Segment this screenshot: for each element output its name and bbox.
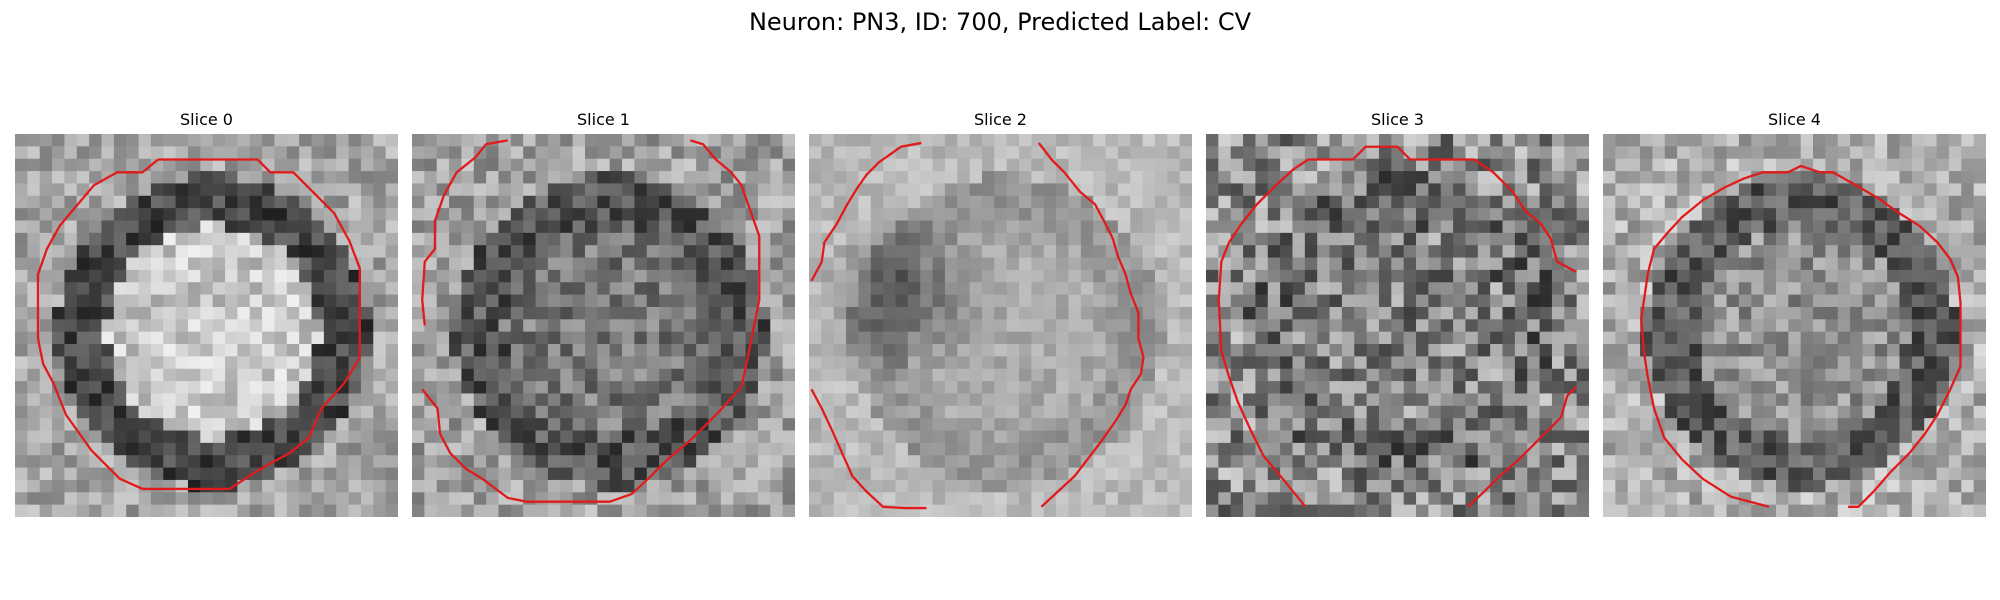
segmentation-contour [810,141,1145,510]
contour-segment [810,141,922,282]
pixel-texture [1206,134,1589,517]
segmentation-contour [421,139,761,503]
slice-image-3 [1206,134,1589,517]
slice-panel-0: Slice 0 [15,108,398,517]
contour-segment [36,158,361,491]
contour-segment [1466,385,1578,508]
slice-image-4 [1603,134,1986,517]
slice-title-3: Slice 3 [1371,110,1424,129]
slice-panel-3: Slice 3 [1206,108,1589,517]
slice-title-0: Slice 0 [180,110,233,129]
slice-title-4: Slice 4 [1768,110,1821,129]
contour-segment [1217,158,1309,508]
slice-title-1: Slice 1 [577,110,630,129]
segmentation-contour [36,158,361,491]
slice-image-2 [809,134,1192,517]
slice-image-0 [15,134,398,517]
contour-segment [421,139,761,503]
contour-segment [1820,171,1962,508]
segmentation-contour [1640,164,1962,508]
slice-panel-1: Slice 1 [412,108,795,517]
slice-image-1 [412,134,795,517]
slice-panel-4: Slice 4 [1603,108,1986,517]
pixel-texture [1603,134,1986,517]
contour-segment [421,139,508,326]
contour-segment [810,388,927,510]
slice-title-2: Slice 2 [974,110,1027,129]
slice-panel-2: Slice 2 [809,108,1192,517]
figure-title: Neuron: PN3, ID: 700, Predicted Label: C… [748,8,1252,36]
pixel-texture [412,134,795,517]
segmentation-contour [1217,145,1578,508]
contour-segment [1308,145,1577,273]
pixel-texture [809,134,1192,517]
contour-segment [1640,164,1821,508]
pixel-texture [15,134,398,517]
contour-segment [1037,142,1145,508]
